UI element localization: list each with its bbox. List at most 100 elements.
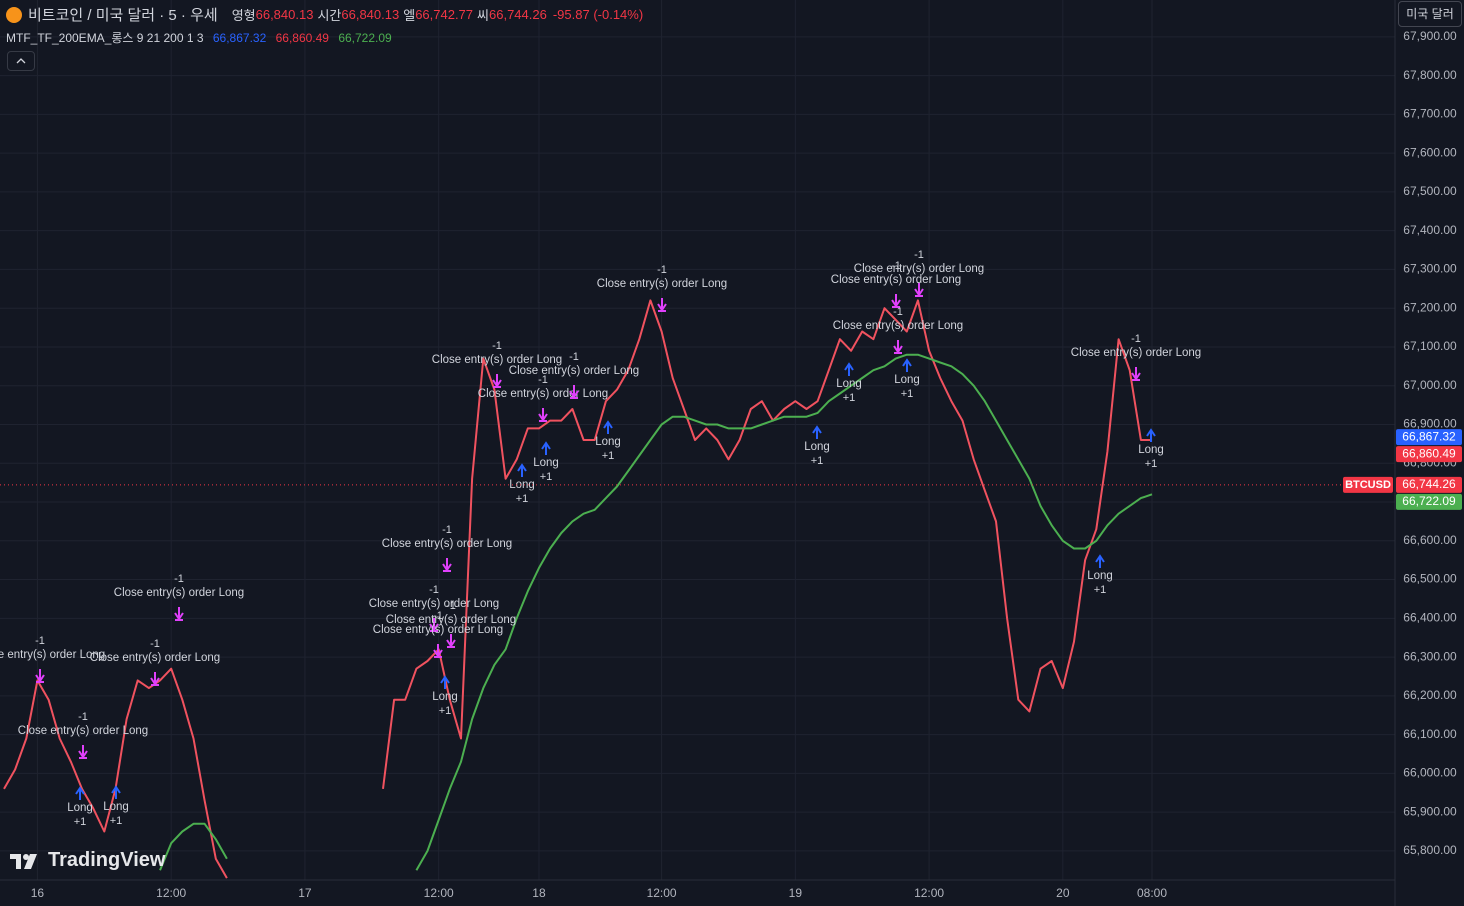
long-arrow xyxy=(1146,428,1156,442)
long-arrow xyxy=(812,425,822,439)
y-tick-label: 66,200.00 xyxy=(1403,688,1457,702)
x-tick-label: 12:00 xyxy=(156,886,186,900)
order-label: Close entry(s) order Long xyxy=(373,624,503,636)
x-tick-label: 16 xyxy=(31,886,45,900)
order-label: Long xyxy=(533,457,559,469)
order-qty: -1 xyxy=(442,524,452,536)
close-arrow xyxy=(891,294,901,308)
y-tick-label: 65,900.00 xyxy=(1403,804,1457,818)
order-label: Close entry(s) order Long xyxy=(18,725,148,737)
order-qty: +1 xyxy=(74,816,87,828)
y-tick-label: 67,000.00 xyxy=(1403,378,1457,392)
change: -95.87 (-0.14%) xyxy=(552,7,644,22)
y-tick-label: 66,400.00 xyxy=(1403,610,1457,624)
order-qty: -1 xyxy=(538,374,548,386)
order-label: Long xyxy=(67,802,93,814)
chevron-icon xyxy=(16,58,26,64)
order-label: Long xyxy=(1138,444,1164,456)
long-arrow xyxy=(440,675,450,689)
close-arrow xyxy=(893,340,903,354)
indicator-value: 66,867.32 xyxy=(212,31,267,45)
ohlc-label: 영형 xyxy=(231,8,256,23)
indicator-legend: MTF_TF_200EMA_롱스 9 21 200 1 3 66,867.32 … xyxy=(6,29,398,46)
series-line xyxy=(159,353,1153,871)
order-qty: -1 xyxy=(446,600,456,612)
price-tag xyxy=(1396,493,1462,510)
coin-icon xyxy=(6,6,22,23)
order-qty: +1 xyxy=(439,705,452,717)
order-label: Close entry(s) order Long xyxy=(831,274,961,286)
x-tick-label: 12:00 xyxy=(424,886,454,900)
price-tag-text: 66,860.49 xyxy=(1402,446,1456,460)
order-qty: -1 xyxy=(1131,333,1141,345)
long-arrow xyxy=(844,362,854,376)
order-label: Close entry(s) order Long xyxy=(597,278,727,290)
y-tick-label: 66,600.00 xyxy=(1403,533,1457,547)
collapse-button[interactable] xyxy=(7,51,35,71)
order-qty: +1 xyxy=(110,815,123,827)
ohlc-label: 시간 xyxy=(317,8,342,23)
close-arrow xyxy=(1131,367,1141,381)
y-tick-label: 67,900.00 xyxy=(1403,29,1457,43)
order-label: Long xyxy=(804,441,830,453)
order-label: Close entry(s) order Long xyxy=(1071,347,1201,359)
close-arrow xyxy=(442,558,452,572)
order-qty: +1 xyxy=(811,455,824,467)
close-arrow xyxy=(492,374,502,388)
order-label: Close entry(s) order Long xyxy=(432,354,562,366)
long-arrow xyxy=(75,786,85,800)
price-tag xyxy=(1396,429,1462,446)
x-tick-label: 18 xyxy=(532,886,546,900)
indicator-name[interactable]: MTF_TF_200EMA_롱스 9 21 200 1 3 xyxy=(6,31,204,45)
x-tick-label: 08:00 xyxy=(1137,886,1167,900)
watermark: TradingView xyxy=(10,849,165,872)
order-label: Close entry(s) order Long xyxy=(854,263,984,275)
currency-button[interactable]: 미국 달러 xyxy=(1398,1,1462,27)
close-arrow xyxy=(657,298,667,312)
y-tick-label: 67,700.00 xyxy=(1403,107,1457,121)
y-tick-label: 67,400.00 xyxy=(1403,223,1457,237)
order-label: Close entry(s) order Long xyxy=(369,598,499,610)
order-qty: +1 xyxy=(843,392,856,404)
symbol-title[interactable]: 비트코인 / 미국 달러 · 5 · 우세 xyxy=(28,7,218,24)
price-tag-text: 66,722.09 xyxy=(1402,494,1456,508)
x-tick-label: 19 xyxy=(789,886,803,900)
y-tick-label: 67,600.00 xyxy=(1403,145,1457,159)
order-qty: -1 xyxy=(492,340,502,352)
order-label: Close entry(s) order Long xyxy=(114,587,244,599)
order-qty: -1 xyxy=(891,260,901,272)
order-qty: +1 xyxy=(516,493,529,505)
y-tick-label: 67,200.00 xyxy=(1403,300,1457,314)
close-arrow xyxy=(429,618,439,632)
ohlc-label: 씨 xyxy=(477,8,489,23)
symbol-tag xyxy=(1343,476,1393,493)
y-tick-label: 67,100.00 xyxy=(1403,339,1457,353)
ohlc-label: 엘 xyxy=(403,8,416,23)
order-label: Close entry(s) order Long xyxy=(382,538,512,550)
order-label: Long xyxy=(103,801,129,813)
order-label: Long xyxy=(836,378,862,390)
order-label: Long xyxy=(894,374,920,386)
x-tick-label: 12:00 xyxy=(914,886,944,900)
order-qty: +1 xyxy=(540,471,553,483)
long-arrow xyxy=(1095,554,1105,568)
long-arrow xyxy=(111,785,121,799)
order-label: Close entry(s) order Long xyxy=(0,649,105,661)
price-tag xyxy=(1396,476,1462,493)
y-tick-label: 67,500.00 xyxy=(1403,184,1457,198)
y-tick-label: 66,000.00 xyxy=(1403,766,1457,780)
order-qty: -1 xyxy=(433,610,443,622)
order-label: Close entry(s) order Long xyxy=(833,320,963,332)
ohlc-value: 66,742.77 xyxy=(415,7,474,22)
order-qty: +1 xyxy=(1145,458,1158,470)
long-arrow xyxy=(541,441,551,455)
order-label: Long xyxy=(1087,570,1113,582)
ohlc-value: 66,744.26 xyxy=(489,7,547,22)
order-qty: +1 xyxy=(901,388,914,400)
ohlc-value: 66,840.13 xyxy=(255,7,314,22)
close-arrow xyxy=(569,385,579,399)
indicator-value: 66,722.09 xyxy=(338,31,392,45)
order-label: Close entry(s) order Long xyxy=(386,614,516,626)
order-label: Close entry(s) order Long xyxy=(90,652,220,664)
